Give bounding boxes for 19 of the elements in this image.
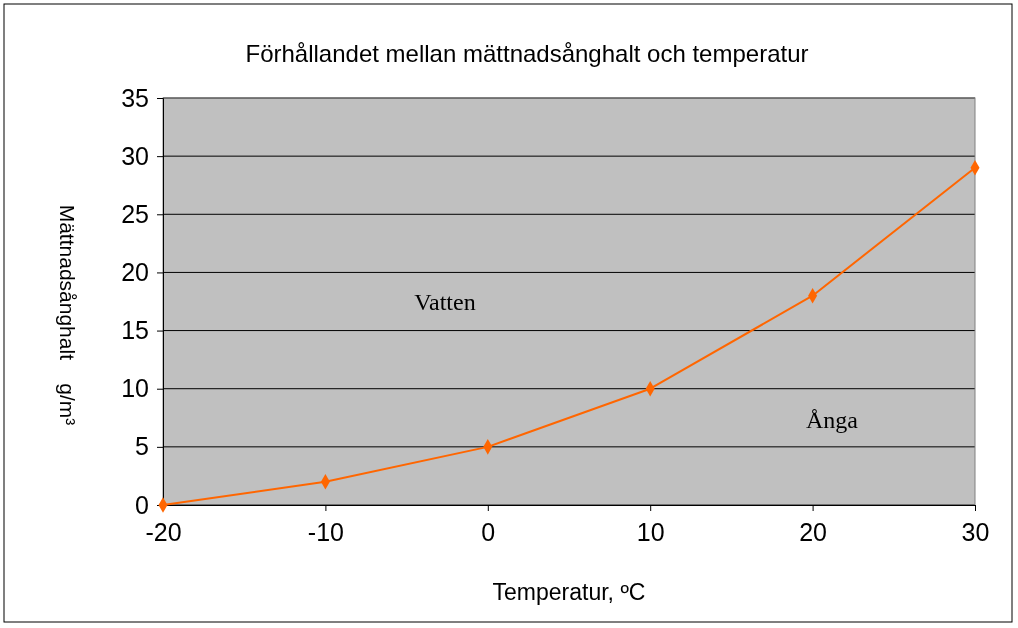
x-tick-label: 20 — [799, 517, 828, 546]
y-tick-label: 30 — [121, 141, 149, 170]
annotation: Ånga — [806, 407, 859, 433]
y-tick-label: 20 — [121, 257, 149, 286]
x-tick-label: -20 — [145, 517, 182, 546]
x-axis-title: Temperatur, ºC — [492, 579, 646, 605]
x-tick-label: -10 — [307, 517, 344, 546]
x-tick-label: 0 — [481, 517, 496, 546]
y-tick-label: 25 — [121, 199, 149, 228]
x-tick-label: 30 — [961, 517, 990, 546]
annotation: Vatten — [414, 289, 476, 315]
x-tick-label: 10 — [636, 517, 665, 546]
y-tick-label: 35 — [121, 83, 149, 112]
y-tick-label: 10 — [121, 374, 149, 403]
y-tick-label: 5 — [135, 432, 149, 461]
chart-title: Förhållandet mellan mättnadsånghalt och temperatur — [245, 40, 809, 67]
y-tick-label: 15 — [121, 316, 149, 345]
y-axis-title: Mättnadsånghalt g/m³ — [56, 204, 79, 426]
y-tick-label: 0 — [135, 490, 149, 519]
